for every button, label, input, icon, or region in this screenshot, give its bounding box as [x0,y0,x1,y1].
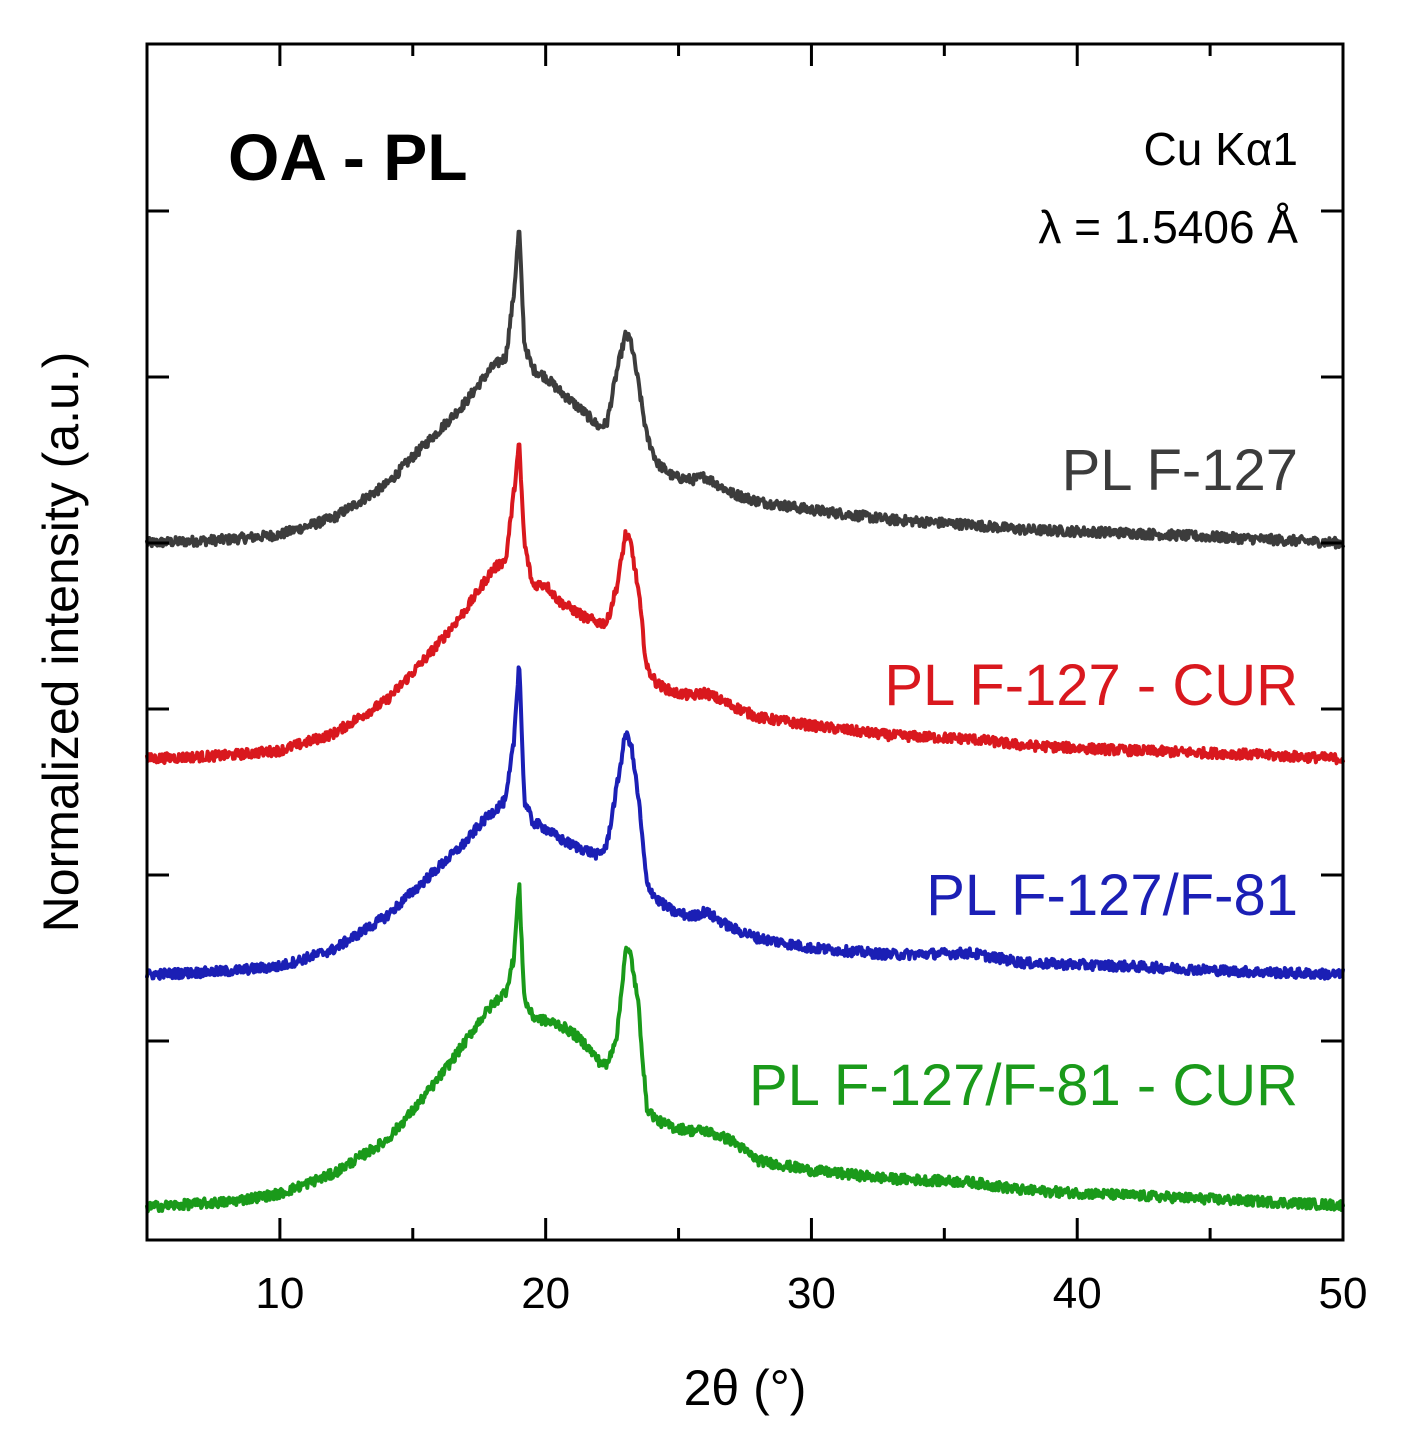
ticks-group: 10 20 30 40 50 [145,44,1368,1318]
x-tick-label: 30 [787,1269,836,1318]
x-axis-title: 2θ (°) [684,1360,807,1416]
series-line-1 [145,229,1345,550]
series-line-4 [145,882,1345,1214]
x-tick-label: 20 [521,1269,570,1318]
series-label-1: PL F-127 [1062,438,1298,503]
plot-frame [145,42,1345,1242]
x-tick-label: 10 [255,1269,304,1318]
y-axis-title: Normalized intensity (a.u.) [33,352,89,933]
series-line-2 [145,442,1345,766]
annotation-source: Cu Kα1 [1144,123,1298,175]
series-label-4: PL F-127/F-81 - CUR [749,1053,1298,1118]
x-tick-label: 50 [1319,1269,1368,1318]
chart-title: OA - PL [228,120,468,194]
series-line-3 [145,665,1345,981]
series-labels: PL F-127 PL F-127 - CUR PL F-127/F-81 PL F-… [749,438,1298,1118]
series-label-3: PL F-127/F-81 [926,863,1298,928]
series-group [145,229,1345,1214]
x-tick-label: 40 [1053,1269,1102,1318]
series-label-2: PL F-127 - CUR [884,653,1298,718]
annotation-wavelength: λ = 1.5406 Å [1038,201,1298,253]
